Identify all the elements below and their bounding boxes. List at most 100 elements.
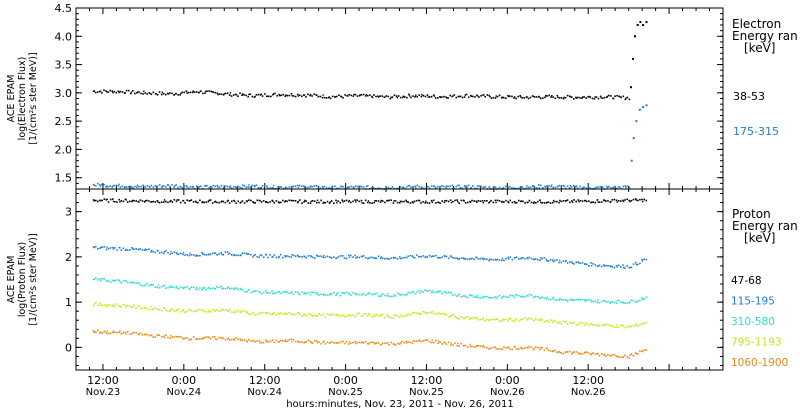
data-point <box>447 185 449 188</box>
data-point <box>394 344 397 346</box>
data-point <box>615 199 618 202</box>
data-point <box>288 312 290 314</box>
data-point <box>141 249 144 251</box>
data-point <box>384 316 386 319</box>
data-point <box>454 293 456 296</box>
data-point <box>141 200 144 202</box>
data-point <box>438 312 440 314</box>
data-point <box>185 90 188 92</box>
data-point <box>645 258 648 261</box>
data-point <box>170 250 172 253</box>
data-point <box>99 278 101 280</box>
data-point <box>535 187 538 189</box>
data-point <box>424 95 427 98</box>
data-point <box>154 336 157 338</box>
data-point <box>432 255 435 257</box>
data-point <box>272 93 275 95</box>
data-point <box>573 351 575 353</box>
data-point <box>546 185 548 187</box>
data-point <box>610 265 612 267</box>
data-point <box>345 315 348 318</box>
data-point <box>569 185 572 187</box>
data-point <box>160 93 163 96</box>
data-point <box>125 333 127 335</box>
data-point <box>131 200 133 203</box>
data-point <box>242 93 244 95</box>
data-point <box>262 256 265 258</box>
data-point <box>154 307 157 309</box>
data-point <box>373 94 375 96</box>
data-point <box>411 255 414 257</box>
data-point <box>369 94 371 96</box>
data-point <box>610 187 612 189</box>
data-point <box>279 312 282 314</box>
data-point <box>377 200 380 202</box>
data-point <box>514 257 516 259</box>
data-point <box>552 201 554 204</box>
data-point <box>595 186 598 189</box>
data-point <box>597 323 599 326</box>
data-point <box>503 295 505 298</box>
data-point <box>114 247 116 249</box>
data-point <box>146 93 148 95</box>
data-point <box>316 255 319 257</box>
data-point <box>230 187 233 189</box>
data-point <box>310 93 312 96</box>
data-point <box>218 186 221 189</box>
data-point <box>148 200 150 202</box>
data-point <box>109 247 112 249</box>
data-point <box>343 315 346 318</box>
data-point <box>170 286 172 289</box>
data-point <box>323 293 325 295</box>
data-point <box>393 257 395 259</box>
x-axis-labels: 12:00Nov.230:00Nov.2412:00Nov.240:00Nov.… <box>86 374 606 398</box>
data-point <box>626 96 629 99</box>
data-point <box>93 200 95 202</box>
data-point <box>222 308 225 311</box>
data-point <box>265 254 268 256</box>
data-point <box>303 293 305 295</box>
data-point <box>546 201 548 204</box>
data-point <box>568 187 571 189</box>
data-point <box>271 199 273 202</box>
data-point <box>119 247 121 249</box>
data-point <box>431 339 433 341</box>
data-point <box>126 331 129 333</box>
data-point <box>167 336 169 339</box>
data-point <box>520 96 522 98</box>
data-point <box>317 187 320 189</box>
data-point <box>291 291 293 293</box>
data-point <box>441 292 443 295</box>
data-point <box>403 315 405 318</box>
data-point <box>162 185 165 187</box>
data-point <box>277 312 280 315</box>
data-point <box>175 184 177 186</box>
data-point <box>392 202 395 204</box>
data-point <box>642 200 644 203</box>
data-point <box>522 200 524 203</box>
data-point <box>131 306 134 308</box>
data-point <box>444 200 446 202</box>
data-point <box>397 95 400 97</box>
data-point <box>342 96 344 99</box>
data-point <box>481 257 484 259</box>
data-point <box>222 94 225 96</box>
data-point <box>585 97 587 99</box>
data-point <box>268 95 270 98</box>
data-point <box>459 95 462 98</box>
data-point <box>387 258 389 260</box>
data-point <box>524 202 526 204</box>
data-point <box>590 262 592 264</box>
data-point <box>462 257 465 259</box>
data-point <box>610 355 612 357</box>
data-point <box>122 280 125 282</box>
data-point <box>256 290 259 292</box>
data-point <box>594 201 597 204</box>
data-point <box>130 91 133 93</box>
data-point <box>540 201 542 203</box>
data-point <box>133 281 135 284</box>
data-point <box>143 90 145 92</box>
data-point <box>303 185 305 187</box>
data-point <box>594 96 596 98</box>
data-point <box>186 92 188 94</box>
